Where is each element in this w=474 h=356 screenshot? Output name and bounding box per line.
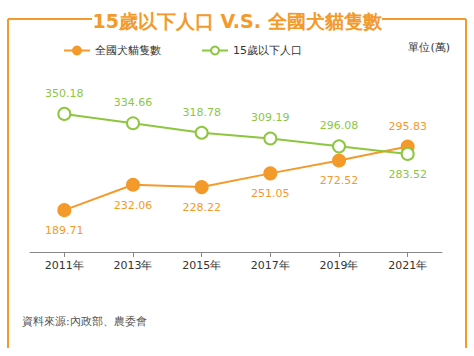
svg-text:全國犬貓隻數: 全國犬貓隻數 bbox=[95, 44, 161, 57]
svg-text:資料來源:內政部、農委會: 資料來源:內政部、農委會 bbox=[22, 315, 147, 328]
svg-text:2021年: 2021年 bbox=[388, 259, 427, 272]
svg-text:15歲以下人口: 15歲以下人口 bbox=[233, 44, 302, 57]
svg-text:2011年: 2011年 bbox=[45, 259, 84, 272]
svg-text:2017年: 2017年 bbox=[251, 259, 290, 272]
svg-text:2019年: 2019年 bbox=[320, 259, 359, 272]
svg-text:283.52: 283.52 bbox=[388, 168, 427, 181]
svg-text:251.05: 251.05 bbox=[251, 187, 290, 200]
svg-text:309.19: 309.19 bbox=[251, 111, 290, 124]
svg-text:228.22: 228.22 bbox=[182, 201, 221, 214]
svg-text:2015年: 2015年 bbox=[182, 259, 221, 272]
svg-text:232.06: 232.06 bbox=[114, 199, 153, 212]
svg-text:296.08: 296.08 bbox=[320, 119, 359, 132]
svg-text:單位(萬): 單位(萬) bbox=[408, 41, 450, 54]
svg-text:2013年: 2013年 bbox=[114, 259, 153, 272]
svg-text:350.18: 350.18 bbox=[45, 87, 84, 100]
svg-text:334.66: 334.66 bbox=[114, 96, 153, 109]
svg-text:318.78: 318.78 bbox=[182, 106, 221, 119]
svg-text:295.83: 295.83 bbox=[388, 120, 427, 133]
svg-text:189.71: 189.71 bbox=[45, 224, 84, 237]
svg-text:15歲以下人口 V.S. 全國犬貓隻數: 15歲以下人口 V.S. 全國犬貓隻數 bbox=[92, 10, 382, 32]
svg-text:272.52: 272.52 bbox=[320, 174, 359, 187]
